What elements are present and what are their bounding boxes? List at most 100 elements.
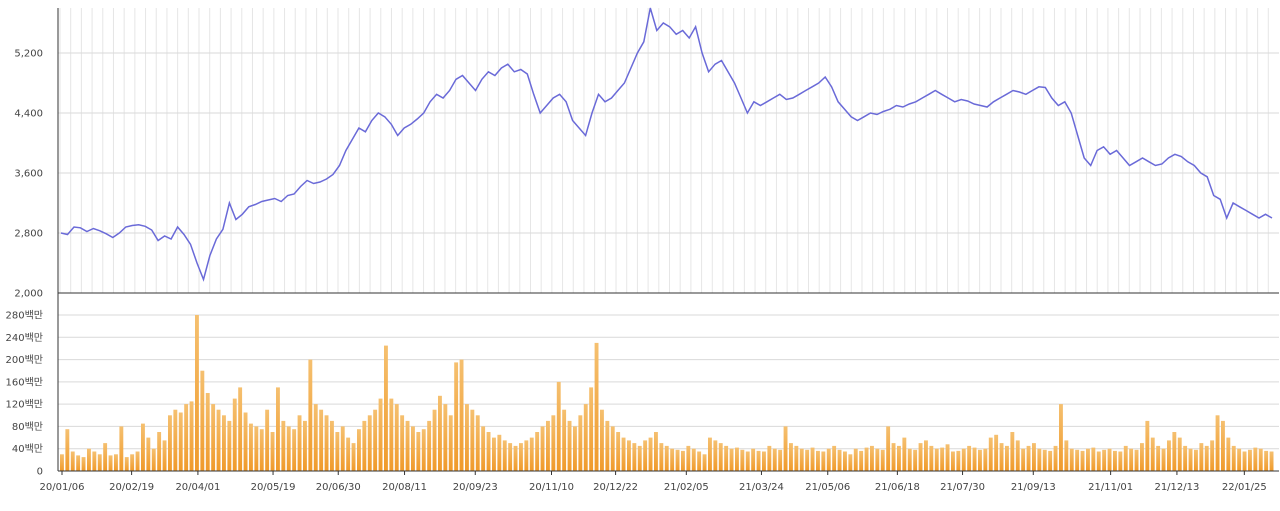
volume-bar[interactable] <box>292 429 297 471</box>
volume-bar[interactable] <box>265 409 270 471</box>
volume-bar[interactable] <box>313 404 318 471</box>
volume-bar[interactable] <box>556 381 561 471</box>
volume-bar[interactable] <box>238 387 243 471</box>
volume-bar[interactable] <box>724 445 729 471</box>
volume-bar[interactable] <box>1032 443 1036 471</box>
volume-bar[interactable] <box>875 448 880 471</box>
volume-bar[interactable] <box>470 409 475 471</box>
volume-bar[interactable] <box>897 445 901 471</box>
volume-bar[interactable] <box>130 454 135 471</box>
volume-bar[interactable] <box>1264 450 1269 471</box>
volume-bar[interactable] <box>1096 451 1101 472</box>
volume-bar[interactable] <box>103 443 108 471</box>
volume-bar[interactable] <box>762 451 766 472</box>
volume-bar[interactable] <box>794 445 799 471</box>
volume-bar[interactable] <box>789 443 793 471</box>
volume-bar[interactable] <box>1086 448 1090 471</box>
volume-bar[interactable] <box>1064 440 1069 471</box>
volume-bar[interactable] <box>65 429 70 471</box>
volume-bar[interactable] <box>205 393 210 471</box>
volume-bar[interactable] <box>281 420 286 471</box>
volume-bar[interactable] <box>756 450 761 471</box>
volume-bar[interactable] <box>783 426 788 471</box>
volume-bar[interactable] <box>1188 448 1193 471</box>
volume-bar[interactable] <box>772 448 777 471</box>
volume-bar[interactable] <box>308 359 313 471</box>
volume-bar[interactable] <box>1069 448 1074 471</box>
volume-bar[interactable] <box>81 457 86 471</box>
volume-bar[interactable] <box>740 449 745 471</box>
volume-bar[interactable] <box>1005 445 1009 471</box>
volume-bar[interactable] <box>508 443 513 471</box>
volume-bar[interactable] <box>886 426 891 471</box>
volume-bar[interactable] <box>843 451 847 472</box>
volume-bar[interactable] <box>934 448 939 471</box>
volume-bar[interactable] <box>405 420 410 471</box>
volume-bar[interactable] <box>168 415 172 471</box>
volume-bar[interactable] <box>837 449 842 471</box>
volume-bar[interactable] <box>1172 432 1177 471</box>
volume-bar[interactable] <box>92 451 97 472</box>
volume-bar[interactable] <box>1183 445 1188 471</box>
volume-bar[interactable] <box>211 404 216 471</box>
volume-bar[interactable] <box>718 443 723 471</box>
volume-bar[interactable] <box>276 387 280 471</box>
volume-bar[interactable] <box>1113 450 1117 471</box>
volume-bar[interactable] <box>432 409 437 471</box>
volume-bar[interactable] <box>475 415 480 471</box>
volume-bar[interactable] <box>1015 440 1020 471</box>
volume-bar[interactable] <box>254 426 259 471</box>
volume-bar[interactable] <box>562 409 567 471</box>
volume-bar[interactable] <box>961 448 966 471</box>
volume-bar[interactable] <box>173 409 178 471</box>
volume-bar[interactable] <box>637 445 642 471</box>
volume-bar[interactable] <box>1204 445 1209 471</box>
volume-bar[interactable] <box>346 437 351 471</box>
volume-bar[interactable] <box>529 437 534 471</box>
volume-bar[interactable] <box>551 415 556 471</box>
volume-bar[interactable] <box>1210 440 1215 471</box>
volume-bar[interactable] <box>1161 448 1166 471</box>
volume-bar[interactable] <box>141 423 145 471</box>
volume-bar[interactable] <box>767 445 772 471</box>
volume-bar[interactable] <box>481 426 486 471</box>
volume-bar[interactable] <box>195 315 199 471</box>
volume-bar[interactable] <box>1102 449 1107 471</box>
volume-bar[interactable] <box>1129 448 1134 471</box>
volume-bar[interactable] <box>978 449 982 471</box>
volume-bar[interactable] <box>384 345 388 471</box>
volume-bar[interactable] <box>378 398 383 471</box>
volume-bar[interactable] <box>832 445 837 471</box>
volume-bar[interactable] <box>416 432 421 471</box>
volume-bar[interactable] <box>1226 437 1231 471</box>
volume-bar[interactable] <box>681 450 685 471</box>
volume-bar[interactable] <box>411 426 415 471</box>
volume-bar[interactable] <box>373 409 378 471</box>
volume-bar[interactable] <box>87 448 91 471</box>
volume-bar[interactable] <box>902 437 907 471</box>
volume-bar[interactable] <box>853 448 858 471</box>
volume-bar[interactable] <box>76 455 81 471</box>
volume-bar[interactable] <box>826 448 831 471</box>
volume-bar[interactable] <box>799 448 804 471</box>
volume-bar[interactable] <box>297 415 302 471</box>
volume-bar[interactable] <box>1177 437 1182 471</box>
volume-bar[interactable] <box>519 443 523 471</box>
volume-bar[interactable] <box>249 423 253 471</box>
volume-bar[interactable] <box>1053 445 1058 471</box>
volume-bar[interactable] <box>227 420 232 471</box>
volume-bar[interactable] <box>929 445 934 471</box>
volume-bar[interactable] <box>745 451 750 472</box>
volume-bar[interactable] <box>492 437 496 471</box>
volume-bar[interactable] <box>546 420 550 471</box>
volume-bar[interactable] <box>702 454 707 471</box>
volume-bar[interactable] <box>848 454 853 471</box>
volume-bar[interactable] <box>157 432 162 471</box>
price-line[interactable] <box>60 7 1273 282</box>
volume-bar[interactable] <box>1231 445 1236 471</box>
volume-bar[interactable] <box>540 426 545 471</box>
volume-bar[interactable] <box>114 454 118 471</box>
volume-bar[interactable] <box>664 445 669 471</box>
volume-bar[interactable] <box>805 449 810 471</box>
volume-bar[interactable] <box>778 449 783 471</box>
